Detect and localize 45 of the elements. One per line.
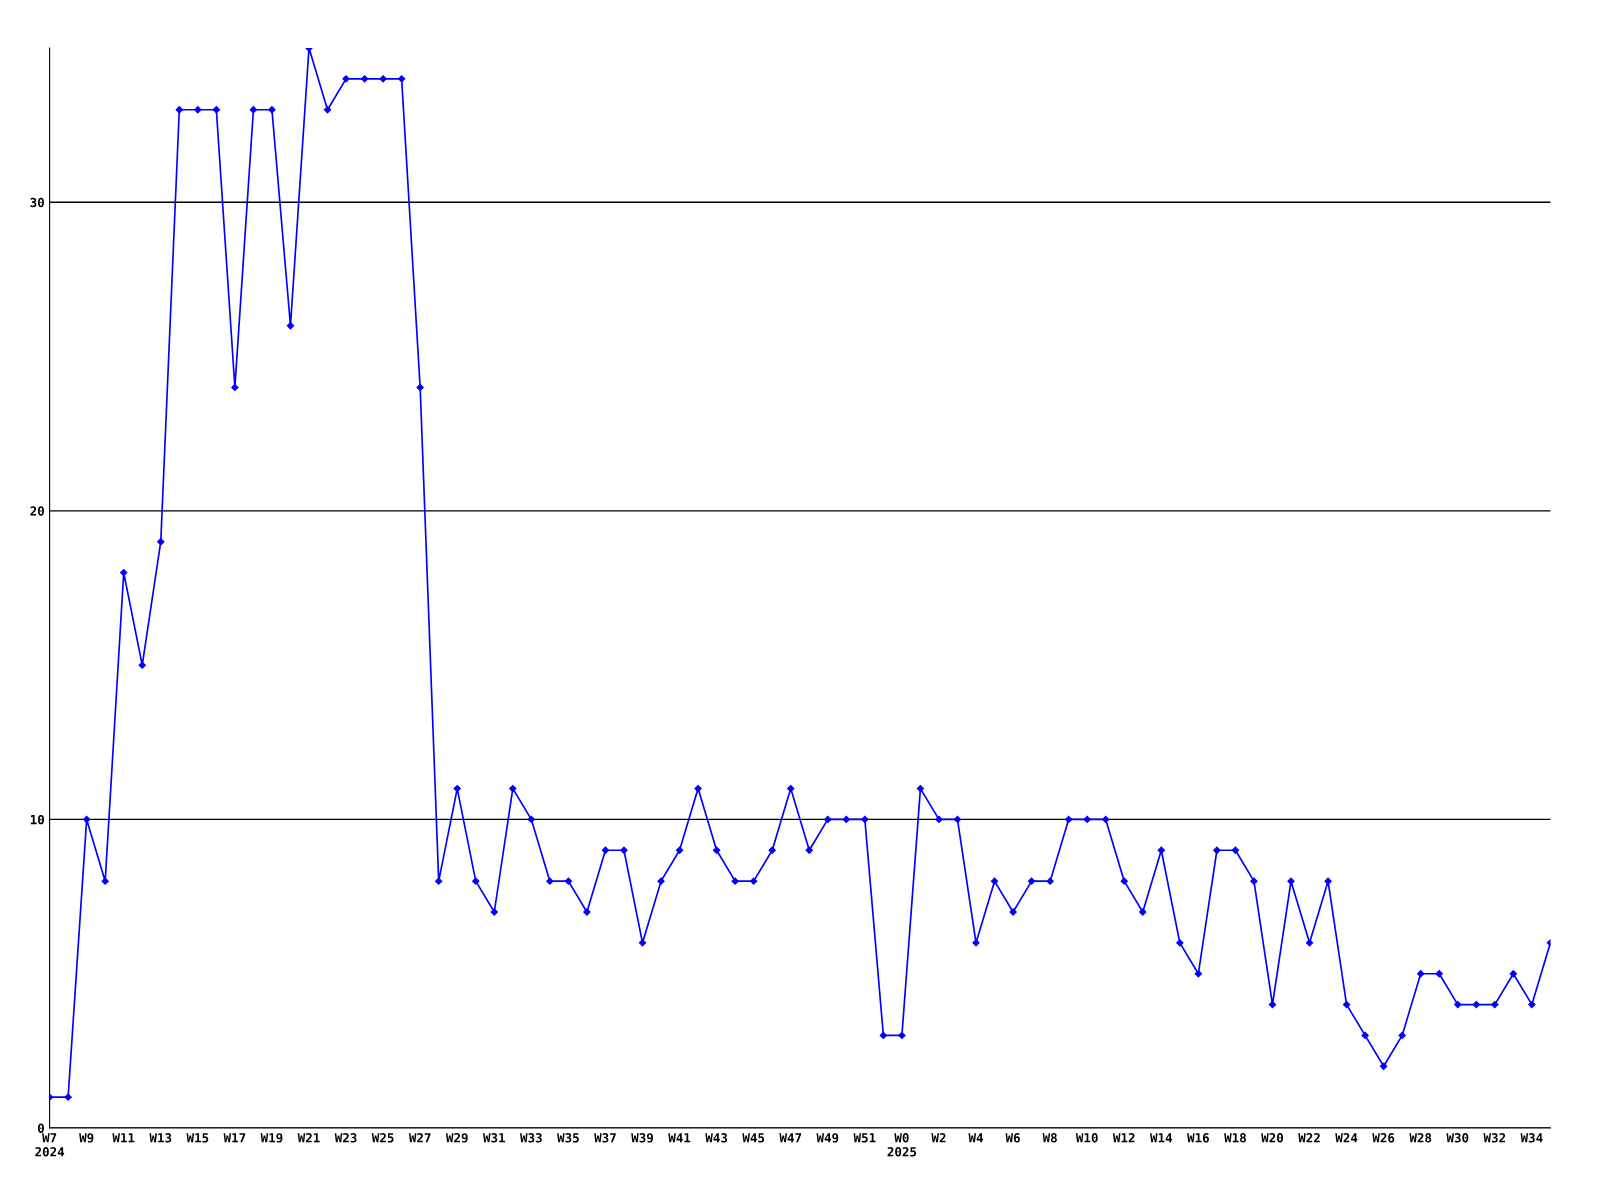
x-tick-label: W16: [1187, 1133, 1209, 1143]
x-tick-label: W29: [445, 1133, 468, 1143]
y-tick-label: 0: [37, 1123, 44, 1133]
x-tick-label: W41: [668, 1133, 691, 1143]
x-tick-label: W18: [1224, 1133, 1246, 1143]
x-tick-label: W43: [705, 1133, 728, 1143]
x-tick-label: W35: [557, 1133, 579, 1143]
x-tick-label: W12: [1112, 1133, 1135, 1143]
x-tick-label: W17: [223, 1133, 246, 1143]
x-tick-label: W37: [594, 1133, 616, 1143]
x-tick-label: W51: [853, 1133, 876, 1143]
x-tick-label: W47: [779, 1133, 802, 1143]
x-tick-label: W9: [79, 1133, 94, 1143]
x-tick-label: W33: [520, 1133, 542, 1143]
x-tick-label: W0 2025: [887, 1133, 917, 1157]
x-tick-label: W31: [482, 1133, 505, 1143]
x-tick-label: W26: [1372, 1133, 1395, 1143]
x-tick-label: W27: [408, 1133, 431, 1143]
x-tick-label: W8: [1042, 1133, 1057, 1143]
x-tick-label: W34: [1520, 1133, 1543, 1143]
x-tick-label: W32: [1483, 1133, 1506, 1143]
x-tick-label: W14: [1150, 1133, 1173, 1143]
x-tick-label: W28: [1409, 1133, 1432, 1143]
x-tick-label: W25: [371, 1133, 394, 1143]
x-tick-label: W23: [334, 1133, 357, 1143]
x-tick-label: W15: [186, 1133, 209, 1143]
x-tick-label: W20: [1261, 1133, 1284, 1143]
y-tick-label: 10: [30, 814, 44, 825]
x-tick-label: W45: [742, 1133, 765, 1143]
x-tick-label: W7 2024: [35, 1133, 65, 1157]
x-tick-label: W30: [1446, 1133, 1469, 1143]
x-tick-label: W49: [816, 1133, 839, 1143]
x-tick-label: W21: [297, 1133, 320, 1143]
y-tick-label: 30: [30, 197, 44, 208]
x-tick-label: W39: [631, 1133, 653, 1143]
x-tick-label: W13: [149, 1133, 172, 1143]
y-tick-label: 20: [30, 506, 44, 516]
x-tick-label: W6: [1005, 1133, 1020, 1143]
x-tick-label: W10: [1075, 1133, 1098, 1143]
x-tick-label: W19: [260, 1133, 283, 1143]
x-tick-label: W22: [1298, 1133, 1320, 1143]
x-tick-label: W4: [968, 1133, 983, 1143]
x-tick-label: W11: [112, 1133, 135, 1143]
x-tick-label: W24: [1335, 1133, 1358, 1143]
x-tick-label: W2: [931, 1133, 946, 1143]
